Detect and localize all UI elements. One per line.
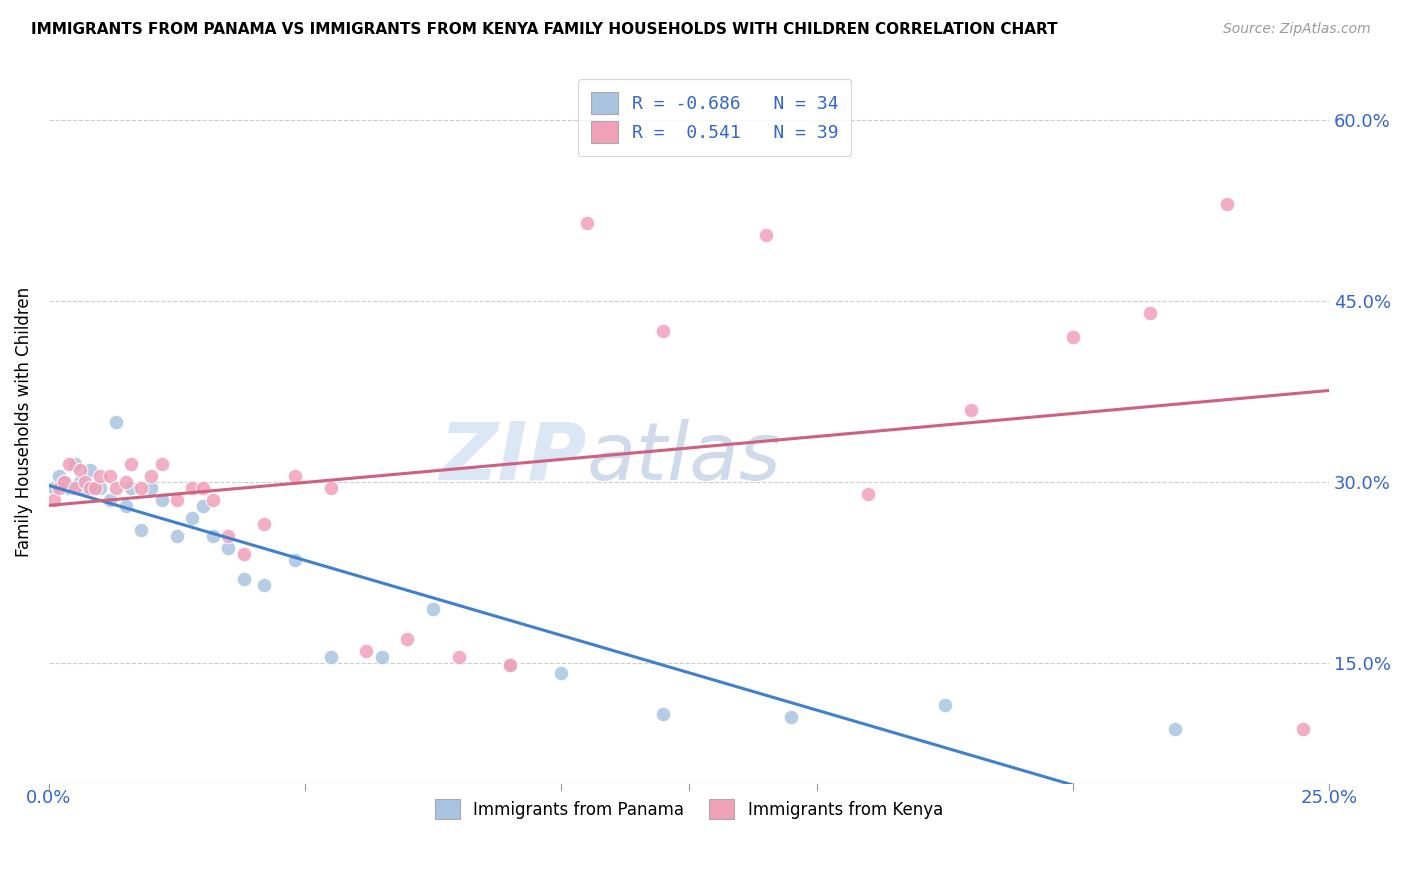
Point	[150, 457, 173, 471]
Point	[652, 324, 675, 338]
Point	[53, 475, 76, 489]
Point	[1139, 306, 1161, 320]
Point	[89, 481, 111, 495]
Point	[356, 644, 378, 658]
Point	[63, 481, 86, 495]
Point	[217, 541, 239, 556]
Text: Source: ZipAtlas.com: Source: ZipAtlas.com	[1223, 22, 1371, 37]
Point	[58, 457, 80, 471]
Point	[114, 499, 136, 513]
Point	[284, 553, 307, 567]
Point	[42, 493, 65, 508]
Point	[129, 481, 152, 495]
Point	[120, 457, 142, 471]
Text: IMMIGRANTS FROM PANAMA VS IMMIGRANTS FROM KENYA FAMILY HOUSEHOLDS WITH CHILDREN : IMMIGRANTS FROM PANAMA VS IMMIGRANTS FRO…	[31, 22, 1057, 37]
Point	[141, 481, 163, 495]
Point	[284, 469, 307, 483]
Point	[253, 517, 276, 532]
Point	[79, 463, 101, 477]
Point	[191, 499, 214, 513]
Point	[652, 706, 675, 721]
Point	[79, 481, 101, 495]
Point	[191, 481, 214, 495]
Point	[100, 469, 122, 483]
Point	[232, 572, 254, 586]
Point	[959, 402, 981, 417]
Point	[73, 475, 96, 489]
Point	[856, 487, 879, 501]
Point	[89, 469, 111, 483]
Point	[84, 481, 107, 495]
Point	[48, 469, 70, 483]
Point	[396, 632, 419, 646]
Point	[1062, 330, 1084, 344]
Point	[499, 658, 522, 673]
Point	[73, 481, 96, 495]
Point	[48, 481, 70, 495]
Point	[120, 481, 142, 495]
Point	[84, 481, 107, 495]
Point	[1164, 723, 1187, 737]
Point	[104, 415, 127, 429]
Point	[181, 511, 204, 525]
Point	[447, 650, 470, 665]
Text: ZIP: ZIP	[439, 419, 586, 497]
Point	[42, 481, 65, 495]
Point	[232, 548, 254, 562]
Point	[934, 698, 956, 713]
Point	[253, 577, 276, 591]
Point	[371, 650, 394, 665]
Point	[150, 493, 173, 508]
Point	[319, 650, 342, 665]
Point	[499, 658, 522, 673]
Legend: Immigrants from Panama, Immigrants from Kenya: Immigrants from Panama, Immigrants from …	[429, 792, 949, 826]
Point	[780, 710, 803, 724]
Point	[1292, 723, 1315, 737]
Text: atlas: atlas	[586, 419, 782, 497]
Point	[201, 493, 224, 508]
Point	[166, 529, 188, 543]
Y-axis label: Family Households with Children: Family Households with Children	[15, 286, 32, 557]
Point	[114, 475, 136, 489]
Point	[422, 601, 444, 615]
Point	[201, 529, 224, 543]
Point	[104, 481, 127, 495]
Point	[575, 215, 598, 229]
Point	[100, 493, 122, 508]
Point	[755, 227, 778, 242]
Point	[166, 493, 188, 508]
Point	[319, 481, 342, 495]
Point	[53, 475, 76, 489]
Point	[69, 475, 91, 489]
Point	[63, 457, 86, 471]
Point	[129, 523, 152, 537]
Point	[141, 469, 163, 483]
Point	[181, 481, 204, 495]
Point	[1215, 197, 1237, 211]
Point	[69, 463, 91, 477]
Point	[58, 481, 80, 495]
Point	[550, 665, 572, 680]
Point	[217, 529, 239, 543]
